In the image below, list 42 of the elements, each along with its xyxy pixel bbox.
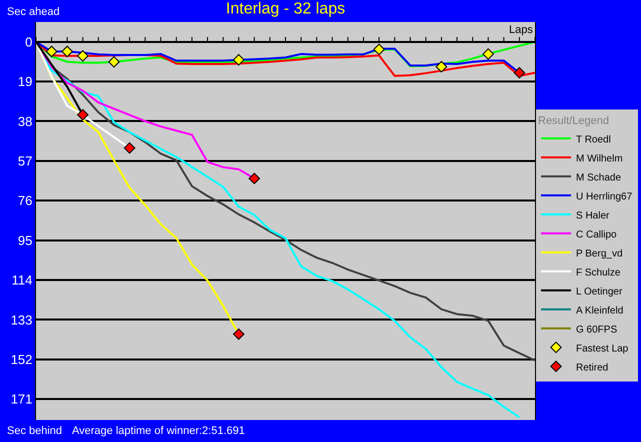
legend-label: L Oetinger [576, 286, 623, 298]
legend-label: S Haler [576, 210, 610, 222]
legend-label: Retired [576, 362, 608, 374]
legend-label: F Schulze [576, 267, 621, 278]
point [77, 50, 88, 62]
text: Average laptime of winner:2:51.691 [72, 425, 245, 437]
x-axis-title: Laps [509, 24, 534, 36]
legend-label: A Kleinfeld [576, 305, 624, 316]
point [373, 44, 385, 56]
point [233, 54, 244, 66]
y-tick-label: 0 [25, 34, 32, 50]
legend-label: G 60FPS [576, 324, 618, 336]
legend-label: M Wilhelm [576, 153, 623, 164]
point [514, 67, 526, 78]
y-tick-label: 171 [10, 392, 32, 407]
point [482, 48, 494, 60]
legend-label: T Roedl [576, 134, 611, 146]
legend-label: P Berg_vd [576, 248, 623, 260]
legend-label: M Schade [576, 172, 622, 184]
point [77, 109, 88, 120]
legend-title: Result/Legend [538, 114, 609, 127]
y-tick-label: 38 [18, 114, 32, 129]
point [248, 172, 260, 184]
chart-title: Interlag - 32 laps [226, 0, 346, 18]
text: Sec behind [7, 425, 62, 437]
legend-label: Fastest Lap [576, 343, 629, 354]
y-tick-label: 133 [10, 312, 32, 328]
point [233, 328, 244, 340]
point [436, 61, 448, 72]
y-tick-label: 114 [12, 272, 32, 288]
y-tick-label: 57 [18, 153, 32, 168]
y-tick-label: 95 [18, 232, 32, 248]
y-tick-label: 19 [18, 74, 32, 90]
point [108, 56, 120, 68]
y-tick-label: 152 [10, 352, 32, 367]
text: Sec ahead [7, 6, 60, 18]
legend-label: U Herrling67 [576, 191, 633, 202]
y-tick-label: 76 [18, 193, 32, 208]
legend-label: C Callipo [576, 229, 618, 240]
point [124, 142, 136, 154]
point [61, 46, 73, 58]
point [46, 46, 58, 58]
